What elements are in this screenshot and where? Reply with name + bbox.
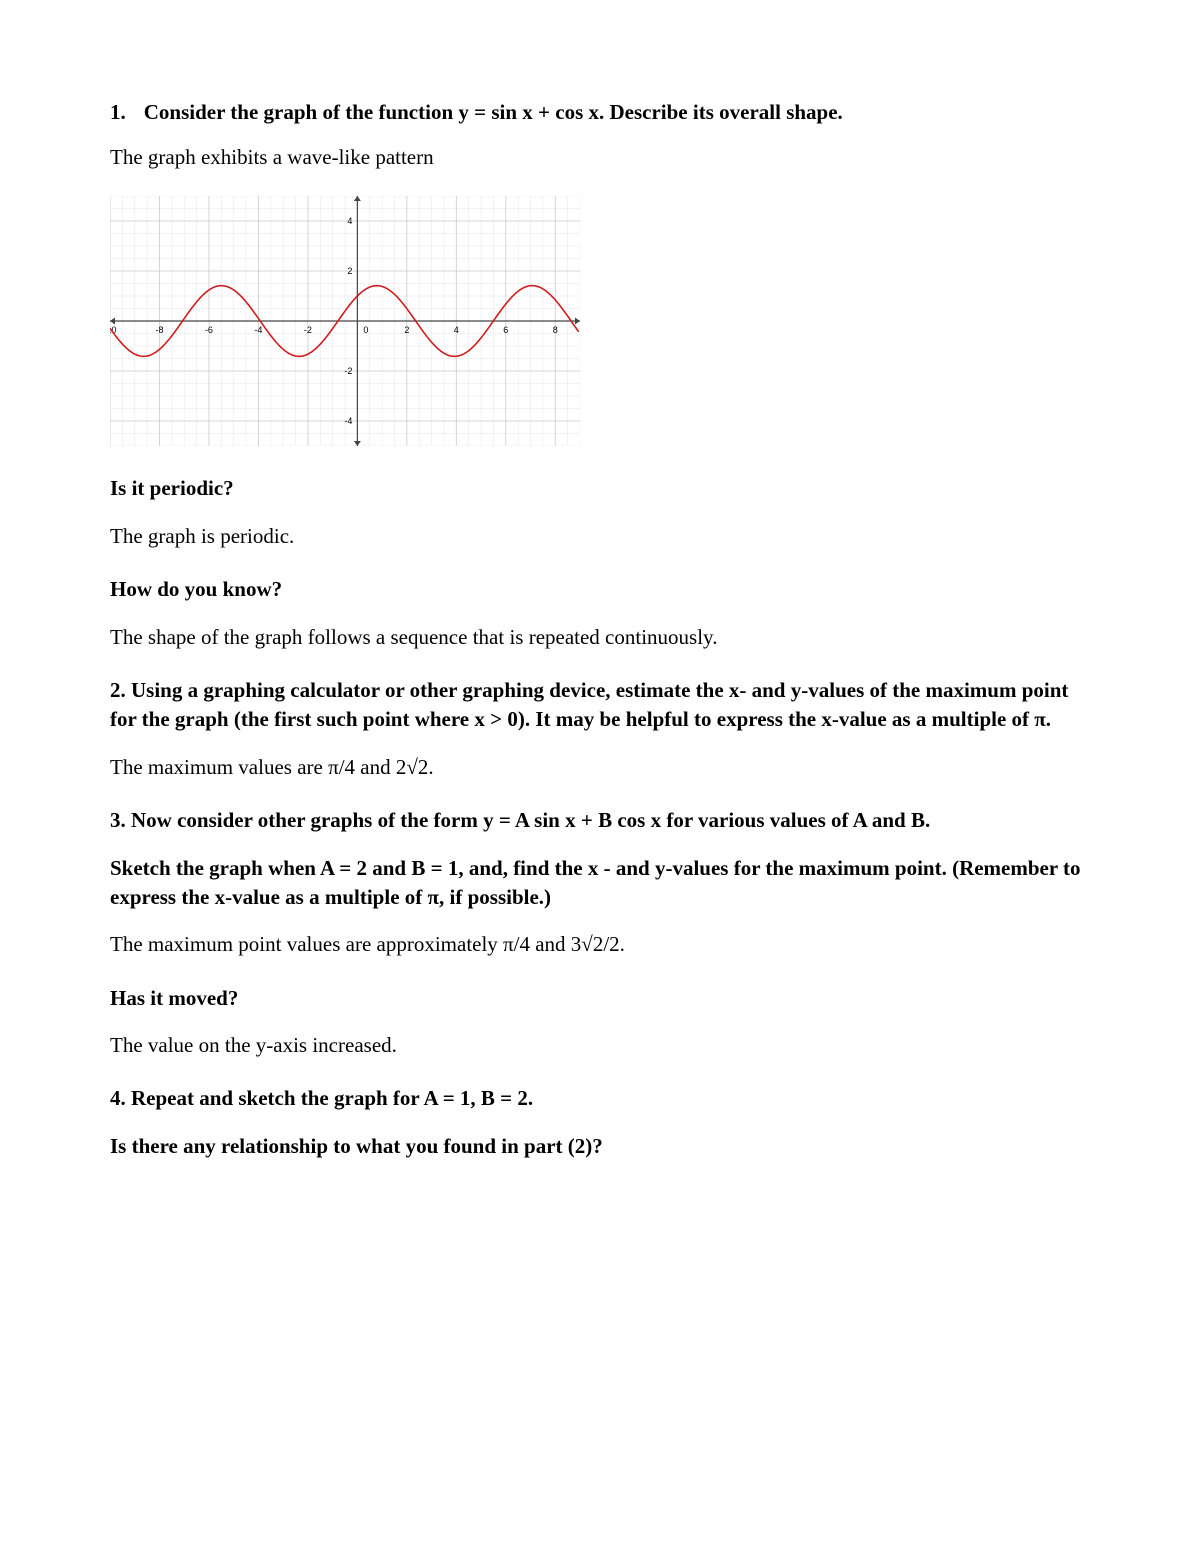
question-periodic: Is it periodic? [110, 474, 1090, 503]
answer-periodic: The graph is periodic. [110, 522, 1090, 551]
svg-text:4: 4 [454, 325, 459, 335]
svg-text:-2: -2 [304, 325, 312, 335]
question-how-know: How do you know? [110, 575, 1090, 604]
question-3a: 3. Now consider other graphs of the form… [110, 806, 1090, 835]
svg-text:-2: -2 [344, 366, 352, 376]
svg-text:2: 2 [404, 325, 409, 335]
svg-text:-6: -6 [205, 325, 213, 335]
question-1-text: Consider the graph of the function y = s… [144, 100, 843, 125]
answer-3: The maximum point values are approximate… [110, 930, 1090, 959]
svg-text:8: 8 [553, 325, 558, 335]
answer-moved: The value on the y-axis increased. [110, 1031, 1090, 1060]
question-1-number: 1. [110, 100, 126, 125]
svg-text:-4: -4 [344, 416, 352, 426]
svg-text:6: 6 [503, 325, 508, 335]
question-4b: Is there any relationship to what you fo… [110, 1132, 1090, 1161]
answer-how-know: The shape of the graph follows a sequenc… [110, 623, 1090, 652]
answer-2: The maximum values are π/4 and 2√2. [110, 753, 1090, 782]
svg-text:-8: -8 [155, 325, 163, 335]
svg-text:-4: -4 [254, 325, 262, 335]
question-2: 2. Using a graphing calculator or other … [110, 676, 1090, 735]
question-moved: Has it moved? [110, 984, 1090, 1013]
question-3b: Sketch the graph when A = 2 and B = 1, a… [110, 854, 1090, 913]
chart-svg: -10-8-6-4-202468-4-224 [110, 196, 580, 446]
question-4a: 4. Repeat and sketch the graph for A = 1… [110, 1084, 1090, 1113]
svg-text:4: 4 [347, 216, 352, 226]
answer-1: The graph exhibits a wave-like pattern [110, 143, 1090, 172]
sine-chart: -10-8-6-4-202468-4-224 [110, 196, 1090, 446]
question-1: 1. Consider the graph of the function y … [110, 100, 1090, 125]
svg-text:2: 2 [347, 266, 352, 276]
svg-text:0: 0 [363, 325, 368, 335]
